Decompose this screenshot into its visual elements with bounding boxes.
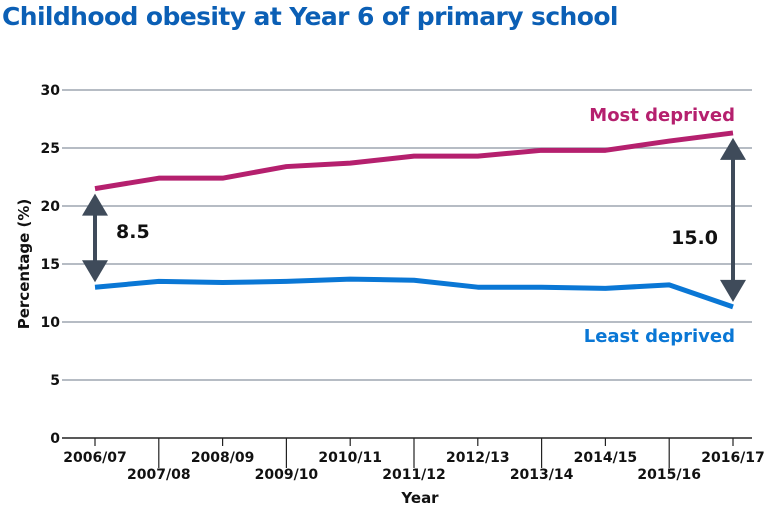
x-tick-label: 2008/09 [191,450,255,466]
y-tick-label: 5 [50,373,60,389]
x-tick-label: 2009/10 [255,467,319,483]
y-axis-label: Percentage (%) [15,199,33,329]
x-tick-label: 2016/17 [701,450,765,466]
legend-least-deprived: Least deprived [584,326,735,347]
y-tick-label: 15 [41,257,60,273]
gap-label-end: 15.0 [671,227,718,249]
series-line-most [94,130,734,192]
y-tick-label: 25 [41,141,60,157]
gap-arrow-end-head-up [720,137,746,160]
x-tick-label: 2011/12 [382,467,446,483]
gap-arrow-end-head-down [720,279,746,302]
x-tick-label: 2007/08 [127,467,191,483]
x-tick-label: 2010/11 [318,450,382,466]
y-tick-label: 30 [41,83,61,99]
y-tick-label: 10 [41,315,61,331]
series-line-least [94,276,734,310]
x-tick-label: 2015/16 [637,467,701,483]
gap-arrow-start-head-down [82,260,108,283]
gap-arrow-start-head-up [82,193,108,216]
y-tick-label: 0 [50,431,60,447]
gap-label-start: 8.5 [116,221,150,243]
chart-title: Childhood obesity at Year 6 of primary s… [2,2,618,31]
x-axis-label: Year [400,489,439,507]
x-tick-label: 2006/07 [63,450,127,466]
legend-most-deprived: Most deprived [589,105,735,126]
x-tick-label: 2014/15 [574,450,638,466]
y-tick-label: 20 [41,199,61,215]
x-tick-label: 2012/13 [446,450,510,466]
x-tick-label: 2013/14 [510,467,574,483]
